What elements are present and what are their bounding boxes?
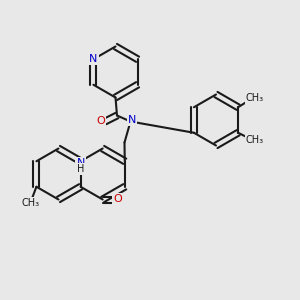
Text: O: O <box>96 116 105 127</box>
Text: N: N <box>76 158 85 168</box>
Text: N: N <box>128 115 136 125</box>
Text: CH₃: CH₃ <box>245 93 264 103</box>
Text: CH₃: CH₃ <box>245 135 264 145</box>
Text: H: H <box>77 164 85 174</box>
Text: O: O <box>113 194 122 205</box>
Text: CH₃: CH₃ <box>21 198 40 208</box>
Text: N: N <box>89 54 98 64</box>
